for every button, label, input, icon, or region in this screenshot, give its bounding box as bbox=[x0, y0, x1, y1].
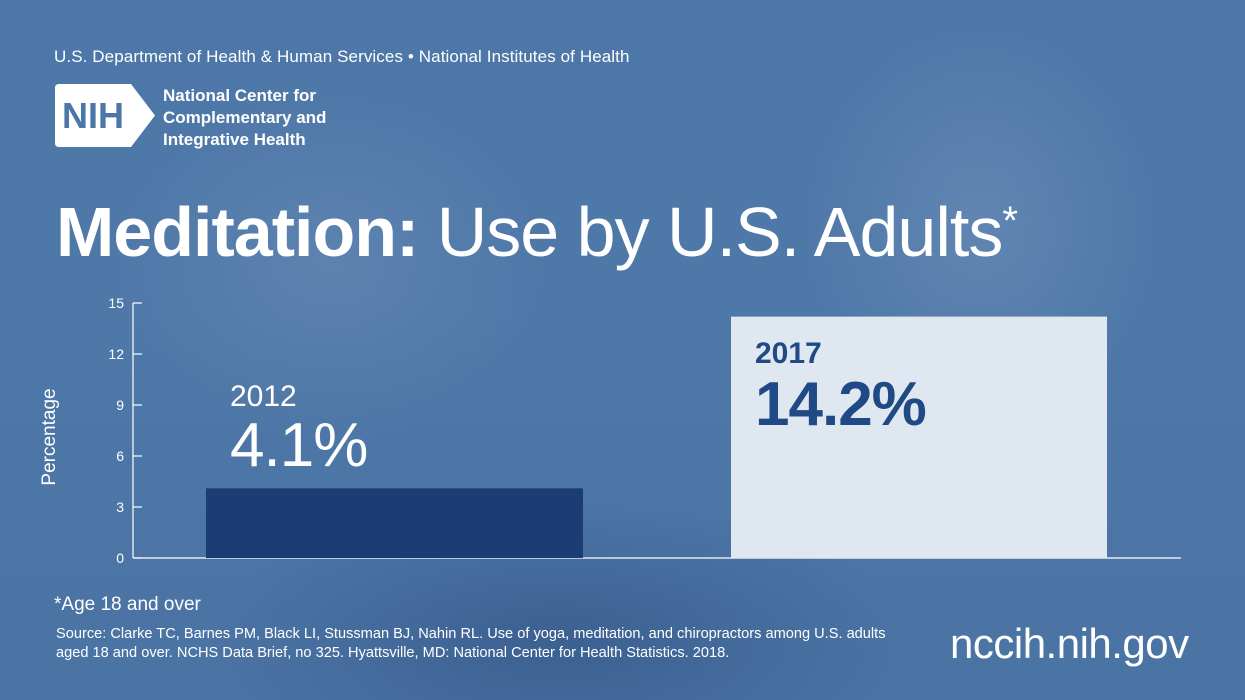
nih-logo: NIH bbox=[55, 84, 155, 147]
y-tick-label: 15 bbox=[108, 295, 124, 311]
center-name: National Center for Complementary and In… bbox=[163, 85, 363, 151]
website-link[interactable]: nccih.nih.gov bbox=[950, 620, 1189, 667]
y-tick-label: 3 bbox=[116, 499, 124, 515]
center-name-line-3: Integrative Health bbox=[163, 130, 306, 149]
title-topic: Meditation: bbox=[56, 193, 419, 271]
bars bbox=[206, 316, 1107, 558]
y-axis-label: Percentage bbox=[39, 388, 60, 486]
y-tick-label: 9 bbox=[116, 397, 124, 413]
y-tick-label: 0 bbox=[116, 550, 124, 566]
source-citation: Source: Clarke TC, Barnes PM, Black LI, … bbox=[56, 626, 886, 661]
center-name-line-1: National Center for bbox=[163, 86, 317, 105]
nih-logo-text: NIH bbox=[62, 95, 124, 136]
center-name-line-2: Complementary and bbox=[163, 108, 327, 127]
bar-value-label: 14.2% bbox=[755, 370, 926, 439]
title-footnote-marker: * bbox=[1002, 199, 1018, 243]
bar-year-label: 2017 bbox=[755, 337, 822, 370]
bar-value-label: 4.1% bbox=[230, 411, 367, 480]
bar-2017 bbox=[731, 316, 1107, 558]
agency-line: U.S. Department of Health & Human Servic… bbox=[54, 47, 630, 66]
title-subject: Use by U.S. Adults bbox=[436, 193, 1004, 271]
y-tick-label: 12 bbox=[108, 346, 124, 362]
page-title: Meditation: Use by U.S. Adults* bbox=[56, 178, 1018, 275]
footnote: *Age 18 and over bbox=[54, 594, 201, 615]
bar-2012 bbox=[206, 488, 583, 558]
y-tick-label: 6 bbox=[116, 448, 124, 464]
bar-year-label: 2012 bbox=[230, 380, 297, 413]
